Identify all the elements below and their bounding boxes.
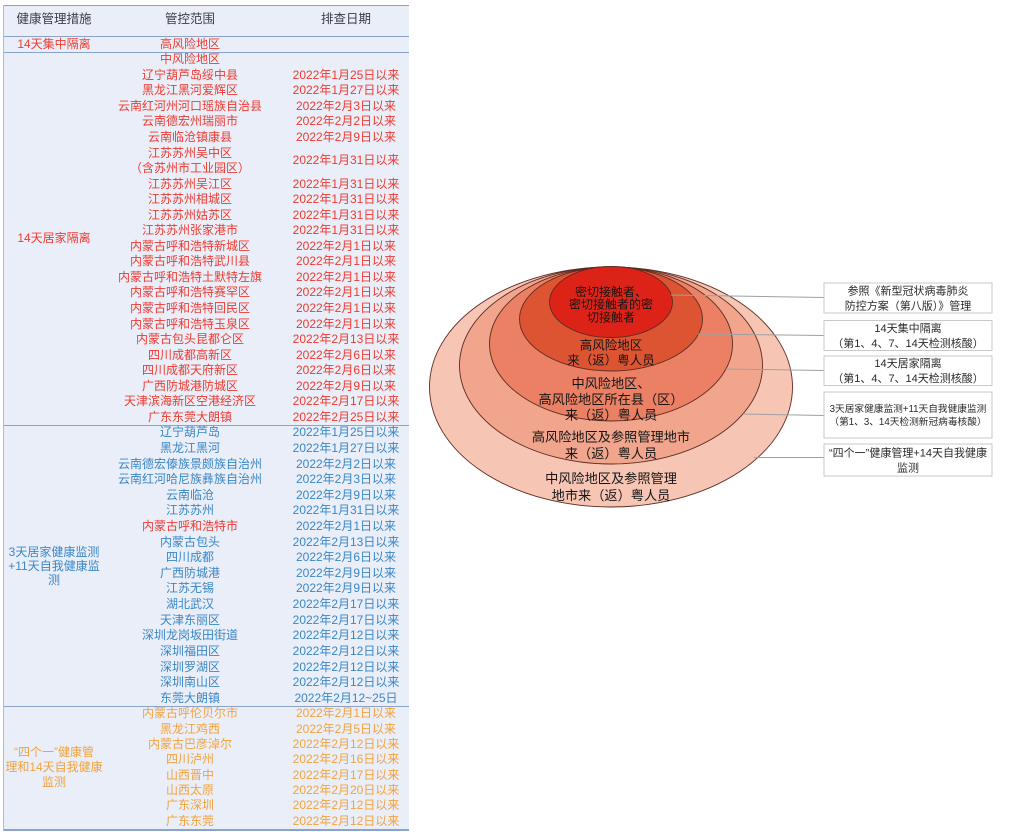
svg-text:地市来（返）粤人员: 地市来（返）粤人员 [552, 487, 671, 503]
svg-text:来（返）粤人员: 来（返）粤人员 [565, 446, 657, 461]
svg-text:监测: 监测 [897, 462, 919, 475]
svg-text:密切接触者、: 密切接触者、 [575, 284, 647, 299]
svg-text:防控方案（第八版）》管理: 防控方案（第八版）》管理 [845, 299, 972, 313]
svg-text:（第1、4、7、14天检测核酸）: （第1、4、7、14天检测核酸） [832, 371, 984, 385]
svg-text:高风险地区所在县（区）: 高风险地区所在县（区） [538, 391, 683, 407]
svg-text:密切接触者的密: 密切接触者的密 [569, 297, 653, 312]
svg-text:高风险地区: 高风险地区 [580, 338, 643, 353]
svg-text:切接触者: 切接触者 [587, 309, 635, 324]
svg-text:高风险地区及参照管理地市: 高风险地区及参照管理地市 [532, 428, 690, 444]
svg-text:14天集中隔离: 14天集中隔离 [874, 321, 941, 335]
svg-text:14天居家隔离: 14天居家隔离 [874, 356, 941, 370]
svg-text:（第1、4、7、14天检测核酸）: （第1、4、7、14天检测核酸） [832, 336, 984, 350]
svg-text:中风险地区、: 中风险地区、 [571, 376, 650, 391]
svg-text:来（返）粤人员: 来（返）粤人员 [565, 407, 657, 422]
svg-text:来（返）粤人员: 来（返）粤人员 [567, 353, 655, 368]
svg-text:“四个一”健康管理+14天自我健康: “四个一”健康管理+14天自我健康 [829, 446, 987, 460]
svg-text:（第1、3、14天检测新冠病毒核酸）: （第1、3、14天检测新冠病毒核酸） [829, 415, 986, 428]
svg-text:3天居家健康监测+11天自我健康监测: 3天居家健康监测+11天自我健康监测 [830, 402, 987, 415]
svg-text:参照《新型冠状病毒肺炎: 参照《新型冠状病毒肺炎 [848, 284, 969, 298]
svg-text:中风险地区及参照管理: 中风险地区及参照管理 [545, 470, 677, 486]
